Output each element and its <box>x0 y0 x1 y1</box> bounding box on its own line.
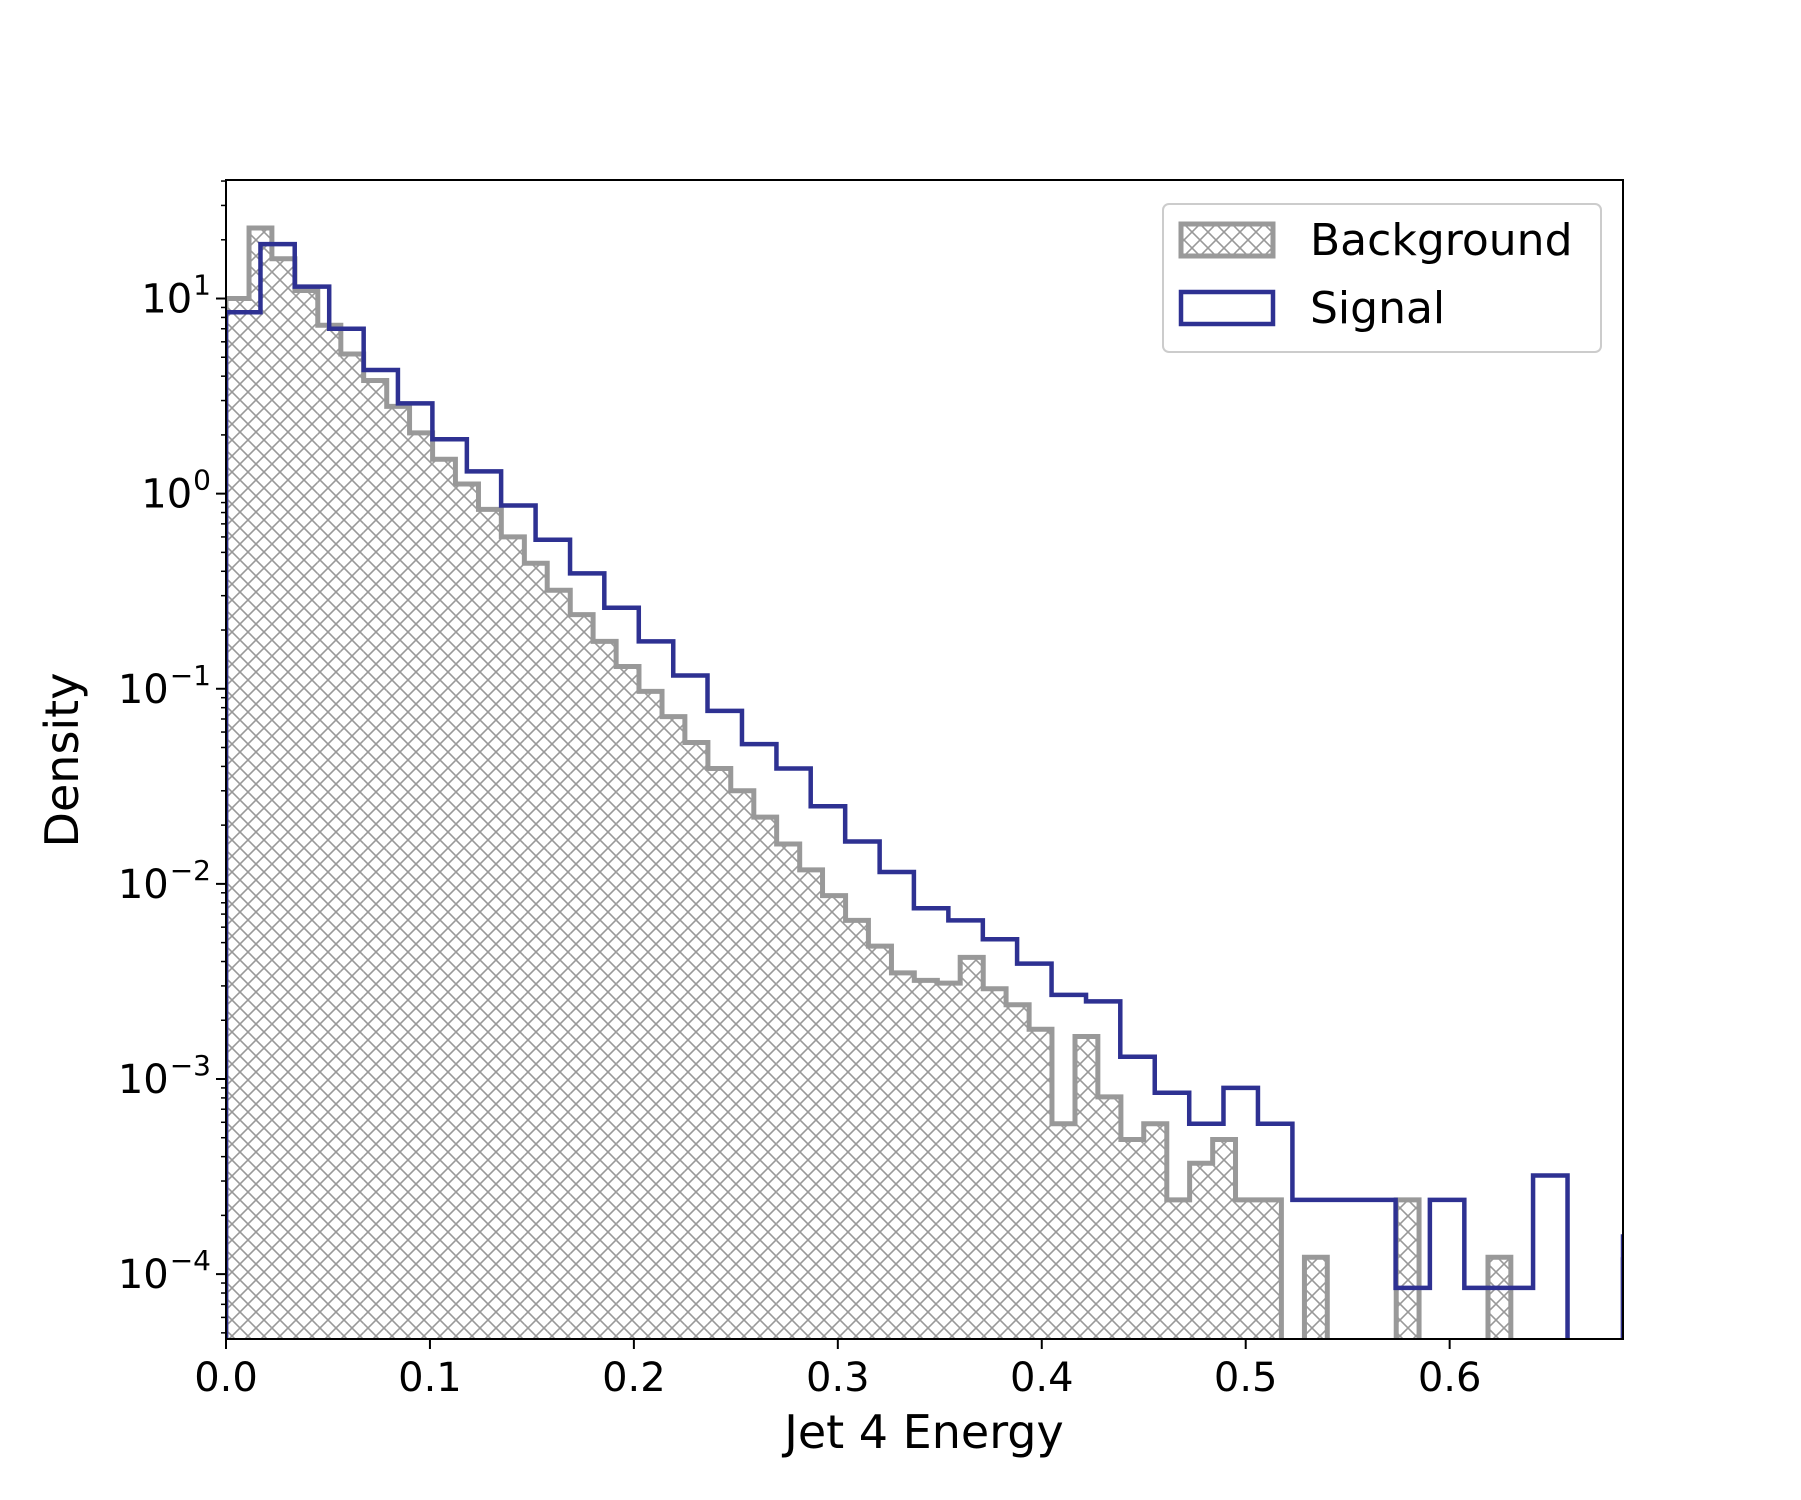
y-tick-exponent: −3 <box>170 1049 211 1082</box>
background-bar <box>983 988 1007 1339</box>
background-bar <box>1120 1139 1144 1339</box>
background-bar <box>478 509 502 1339</box>
x-tick-label: 0.3 <box>806 1355 870 1401</box>
background-bar <box>1097 1096 1121 1339</box>
background-bar <box>226 298 250 1339</box>
signal-outline <box>226 241 1623 1339</box>
background-bar <box>294 290 318 1339</box>
y-tick-exponent: −1 <box>170 659 211 692</box>
background-bar <box>363 380 387 1339</box>
background-bar <box>1166 1199 1190 1339</box>
background-bar <box>409 432 433 1339</box>
y-tick-label: 10 <box>118 667 169 713</box>
background-bar <box>1075 1036 1098 1339</box>
background-bar <box>684 742 708 1339</box>
x-tick-label: 0.6 <box>1418 1355 1482 1401</box>
y-tick-label: 10 <box>118 862 169 908</box>
legend-swatch-background <box>1178 221 1276 259</box>
background-bar <box>524 563 548 1339</box>
x-tick-label: 0.1 <box>398 1355 462 1401</box>
plot-area <box>226 225 1623 1339</box>
background-bar <box>730 790 754 1339</box>
background-bar <box>937 983 961 1339</box>
x-axis: 0.0 0.1 0.2 0.3 0.4 0.5 0.6 <box>194 1339 1481 1401</box>
x-tick-label: 0.2 <box>602 1355 666 1401</box>
background-bar <box>249 227 272 1339</box>
background-bar <box>753 817 777 1339</box>
background-bar <box>1006 1004 1030 1339</box>
x-tick-label: 0.4 <box>1010 1355 1074 1401</box>
background-bar <box>432 459 456 1339</box>
y-tick-exponent: −2 <box>170 854 211 887</box>
background-bar <box>707 768 731 1339</box>
background-bar <box>1487 1257 1511 1339</box>
background-bar <box>616 666 639 1339</box>
legend-label-background: Background <box>1310 215 1573 266</box>
background-bar <box>638 691 663 1339</box>
background-outline <box>226 225 1623 1339</box>
legend-swatch-signal <box>1178 289 1276 327</box>
legend: Background Signal <box>1162 203 1602 353</box>
background-bar <box>776 844 800 1339</box>
x-axis-title: Jet 4 Energy <box>781 1405 1063 1459</box>
background-bar <box>1304 1257 1328 1339</box>
background-bar <box>455 484 479 1339</box>
background-bar <box>662 716 685 1339</box>
background-bar <box>1189 1163 1213 1339</box>
background-bar <box>1143 1123 1167 1339</box>
x-tick-label: 0.5 <box>1214 1355 1278 1401</box>
plot-frame <box>225 179 1624 1340</box>
background-bar <box>593 641 617 1339</box>
background-bar <box>386 406 410 1339</box>
background-bar <box>1235 1199 1259 1339</box>
background-bar <box>799 869 823 1339</box>
background-bar <box>340 353 364 1339</box>
background-bar <box>845 920 869 1339</box>
background-bar <box>501 536 525 1339</box>
background-bar <box>1029 1029 1052 1339</box>
background-bar <box>822 895 846 1339</box>
background-bar <box>317 325 341 1339</box>
background-bar <box>1051 1123 1076 1339</box>
background-histogram <box>226 227 1511 1339</box>
background-bar <box>271 258 295 1339</box>
background-bar <box>1212 1139 1236 1339</box>
background-bar <box>868 946 892 1339</box>
background-bar <box>960 957 984 1339</box>
y-tick-label: 10 <box>118 1252 169 1298</box>
y-tick-exponent: 1 <box>193 269 211 302</box>
y-tick-label: 10 <box>141 472 192 518</box>
y-tick-exponent: −4 <box>170 1244 211 1277</box>
background-bar <box>547 590 571 1339</box>
legend-label-signal: Signal <box>1310 283 1445 334</box>
background-bar <box>570 614 594 1339</box>
y-tick-label: 10 <box>141 277 192 323</box>
y-axis-title: Density <box>35 673 89 848</box>
y-tick-exponent: 0 <box>193 464 211 497</box>
x-tick-label: 0.0 <box>194 1355 258 1401</box>
background-bar <box>914 980 938 1339</box>
background-bar <box>1258 1199 1282 1339</box>
y-tick-label: 10 <box>118 1057 169 1103</box>
background-bar <box>891 972 915 1339</box>
background-bar <box>1396 1199 1420 1339</box>
